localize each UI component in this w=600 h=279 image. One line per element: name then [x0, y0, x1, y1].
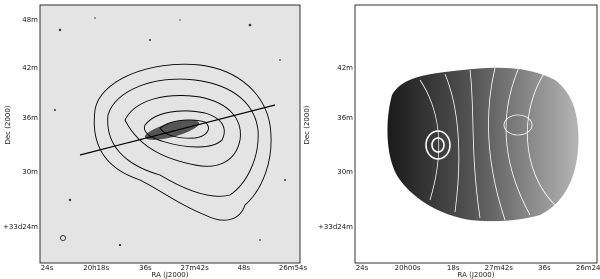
y-tick-label: 36m [22, 114, 38, 122]
iso-velocity-contours [419, 64, 556, 221]
y-tick-label: 42m [337, 64, 353, 72]
y-tick-label: 48m [22, 16, 38, 24]
x-tick-label: 24s [41, 264, 54, 272]
y-tick-label: 30m [22, 168, 38, 176]
y-tick-label: +33d24m [3, 223, 38, 231]
x-tick-label: 24s [356, 264, 369, 272]
x-axis-label: RA (J2000) [458, 271, 495, 279]
y-axis-label: Dec (2000) [4, 105, 12, 144]
x-tick-label: 27m42s [180, 264, 209, 272]
labels: 48m 42m 36m 30m +33d24m 24s 20h18s 36s 27m42s 48s… [3, 16, 600, 279]
y-tick-label: 36m [337, 114, 353, 122]
x-tick-label: 48s [238, 264, 251, 272]
x-tick-label: 36s [139, 264, 152, 272]
x-tick-label: 36s [538, 264, 551, 272]
contours [93, 63, 272, 221]
x-tick-label: 18s [447, 264, 460, 272]
stars [54, 17, 286, 247]
y-tick-label: 30m [337, 168, 353, 176]
y-tick-label: 42m [22, 64, 38, 72]
x-tick-label: 26m24s [576, 264, 600, 272]
x-tick-label: 20h00s [395, 264, 421, 272]
y-tick-label: +33d24m [318, 223, 353, 231]
x-axis-label: RA (J2000) [152, 271, 189, 279]
right-panel [354, 4, 598, 264]
x-tick-label: 27m42s [485, 264, 514, 272]
slit-line [79, 104, 276, 156]
x-tick-label: 26m54s [279, 264, 308, 272]
x-tick-label: 20h18s [83, 264, 109, 272]
left-panel [39, 4, 301, 264]
y-axis-label: Dec (2000) [303, 105, 311, 144]
